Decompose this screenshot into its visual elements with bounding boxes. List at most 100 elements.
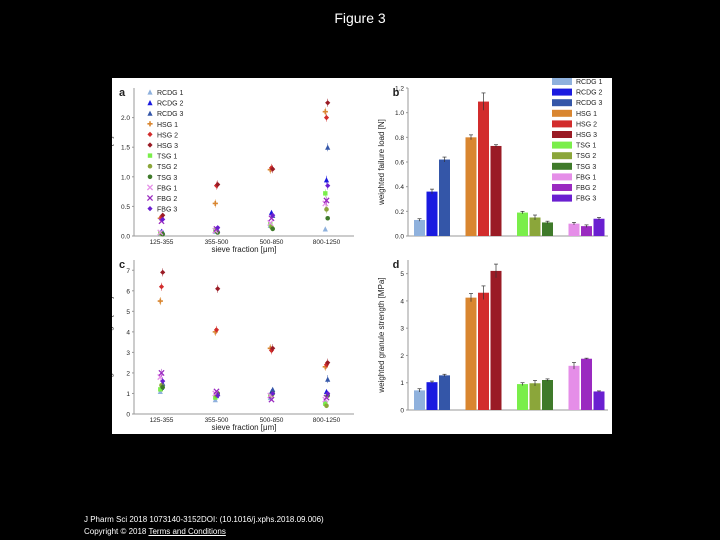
bar <box>517 212 528 236</box>
legend-entry: TSG 2 <box>576 153 596 160</box>
y-tick-label: 7 <box>126 268 130 275</box>
legend-entry: HSG 1 <box>157 122 178 129</box>
legend-marker <box>147 89 153 95</box>
legend-entry: TSG 1 <box>576 143 596 150</box>
y-tick-label: 1 <box>126 391 130 398</box>
legend-entry: FBG 2 <box>157 196 177 203</box>
bar <box>581 226 592 236</box>
data-point <box>270 212 276 218</box>
data-point <box>160 216 166 223</box>
legend-entry: HSG 2 <box>576 121 597 128</box>
x-tick-label: 800-1250 <box>313 417 341 424</box>
legend-marker <box>147 206 153 212</box>
legend-swatch <box>552 141 572 149</box>
legend-entry: FBG 1 <box>157 185 177 192</box>
bar <box>478 101 489 236</box>
legend-swatch <box>552 109 572 117</box>
bar <box>478 292 489 410</box>
data-point <box>323 362 330 368</box>
citation: J Pharm Sci 2018 1073140-3152DOI: (10.10… <box>84 515 324 524</box>
legend-entry: HSG 3 <box>157 143 178 150</box>
y-tick-label: 0.6 <box>395 160 404 167</box>
x-tick-label: 355-500 <box>205 417 229 424</box>
y-tick-label: 0 <box>126 412 130 419</box>
y-tick-label: 0.0 <box>121 234 130 241</box>
data-point <box>270 166 276 172</box>
data-point <box>158 214 165 220</box>
y-tick-label: 0 <box>400 408 404 415</box>
legend-swatch <box>552 162 572 170</box>
bar <box>414 219 425 236</box>
y-axis-label: granule strength [MPa] <box>112 297 114 378</box>
y-tick-label: 1.2 <box>395 86 404 93</box>
footer: J Pharm Sci 2018 1073140-3152DOI: (10.10… <box>84 514 324 538</box>
bar <box>568 365 580 410</box>
data-point <box>157 373 164 381</box>
bar <box>542 380 553 410</box>
data-point <box>160 269 166 275</box>
data-point <box>215 392 221 399</box>
panel-label-a: a <box>119 87 126 99</box>
panel-label-d: d <box>393 259 400 271</box>
x-tick-label: 800-1250 <box>313 239 341 246</box>
y-tick-label: 5 <box>126 309 130 316</box>
legend-entry: FBG 3 <box>157 207 177 214</box>
legend-entry: RCDG 1 <box>157 90 184 97</box>
data-point <box>324 403 329 409</box>
legend-entry: FBG 1 <box>576 174 596 181</box>
y-tick-label: 0.5 <box>121 204 130 211</box>
terms-link[interactable]: Terms and Conditions <box>148 527 226 536</box>
bar <box>439 375 450 410</box>
y-axis-label: weighted failure load [N] <box>377 119 386 206</box>
data-point <box>325 215 330 221</box>
data-point <box>160 212 166 218</box>
bar <box>465 297 477 410</box>
legend-swatch <box>552 194 572 202</box>
legend-swatch <box>552 131 572 138</box>
bar <box>593 391 605 410</box>
bar <box>490 270 502 410</box>
y-tick-label: 1.5 <box>121 145 130 152</box>
legend-entry: TSG 3 <box>576 164 596 171</box>
legend-swatch <box>552 88 572 96</box>
data-point <box>213 395 218 400</box>
legend-marker <box>146 194 154 202</box>
bar <box>517 384 528 410</box>
bar <box>465 137 477 236</box>
y-tick-label: 3 <box>126 350 130 357</box>
y-tick-label: 1.0 <box>395 110 404 117</box>
x-tick-label: 500-850 <box>260 417 284 424</box>
data-point <box>323 115 330 121</box>
legend-swatch <box>552 184 572 191</box>
legend-entry: HSG 1 <box>576 111 597 118</box>
legend-marker <box>147 174 153 180</box>
data-point <box>160 385 165 390</box>
slide-title: Figure 3 <box>334 10 386 26</box>
y-tick-label: 3 <box>400 326 404 333</box>
x-axis-label: sieve fraction [μm] <box>211 423 276 432</box>
bar <box>426 191 438 236</box>
legend-entry: TSG 3 <box>157 175 177 182</box>
legend-swatch <box>552 99 572 107</box>
copyright-line: Copyright © 2018 Terms and Conditions <box>84 526 324 538</box>
y-tick-label: 4 <box>400 298 404 305</box>
data-point <box>212 200 218 207</box>
data-point <box>325 376 331 382</box>
legend-swatch <box>552 78 572 85</box>
data-point <box>323 394 330 401</box>
data-point <box>267 219 274 227</box>
y-tick-label: 2.0 <box>121 115 130 122</box>
bar <box>593 218 605 236</box>
legend-entry: FBG 2 <box>576 185 596 192</box>
legend-entry: RCDG 3 <box>157 111 184 118</box>
bar <box>414 390 425 410</box>
legend-entry: RCDG 2 <box>576 90 603 97</box>
legend-swatch <box>552 120 572 128</box>
y-tick-label: 5 <box>400 271 404 278</box>
data-point <box>158 369 165 376</box>
bar <box>529 217 541 236</box>
legend-marker <box>147 131 153 137</box>
data-point <box>215 181 221 188</box>
legend-entry: FBG 3 <box>576 196 596 203</box>
bar <box>542 222 553 236</box>
